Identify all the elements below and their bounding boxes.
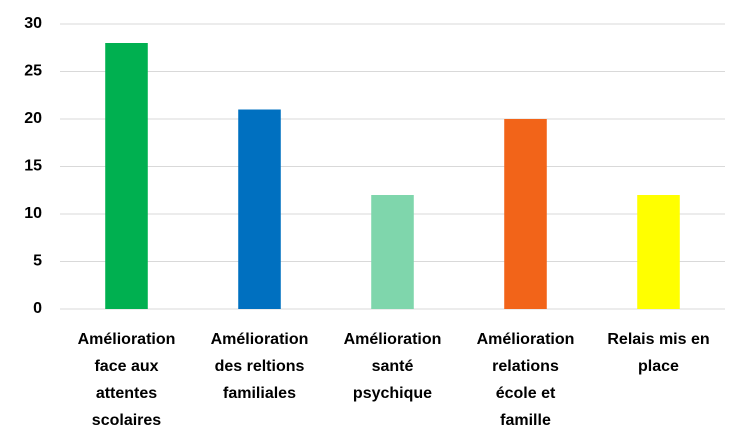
y-tick-label: 5 (33, 253, 42, 270)
bar (371, 195, 414, 309)
y-tick-label: 20 (24, 110, 42, 127)
y-tick-label: 25 (24, 63, 42, 80)
y-tick-label: 10 (24, 205, 42, 222)
bar (105, 43, 148, 309)
x-tick-label: Amélioration relations école et famille (476, 331, 575, 429)
bar (637, 195, 680, 309)
y-tick-label: 15 (24, 158, 42, 175)
x-tick-label: Amélioration des reltions familiales (210, 331, 309, 402)
x-tick-label: Relais mis en place (607, 331, 710, 375)
y-tick-label: 0 (33, 300, 42, 317)
bar (238, 109, 281, 309)
y-tick-label: 30 (24, 15, 42, 32)
x-tick-label: Amélioration santé psychique (343, 331, 442, 402)
bar (504, 119, 547, 309)
x-tick-label: Amélioration face aux attentes scolaires (77, 331, 176, 429)
